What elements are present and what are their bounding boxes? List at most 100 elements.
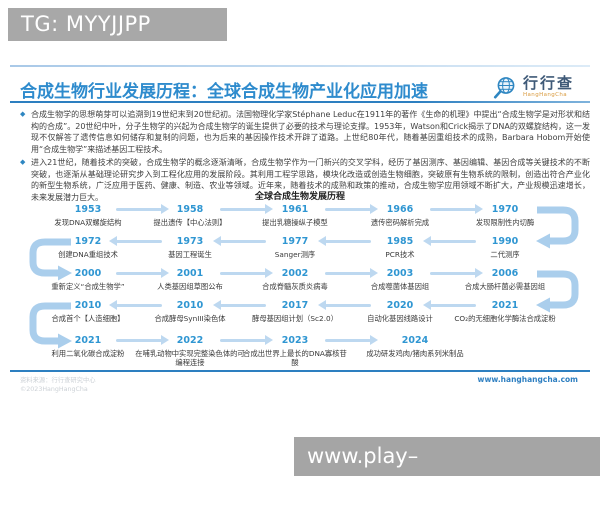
timeline-year: 1961 xyxy=(281,204,309,215)
logo: 行行查 HangHangCha xyxy=(492,74,574,101)
timeline-label: 合成酵母SynIII染色体 xyxy=(154,314,226,323)
timeline-year: 2021 xyxy=(74,335,102,346)
timeline-year: 1972 xyxy=(74,236,102,247)
timeline-label: 酵母基因组计划（Sc2.0） xyxy=(252,314,338,323)
timeline-label: 发现DNA双螺旋结构 xyxy=(54,218,122,227)
timeline-label: 利用二氧化碳合成淀粉 xyxy=(51,349,125,358)
paragraph-21st-century: ◆ 进入21世纪，随着技术的突破，合成生物学的概念逐渐清晰，合成生物学作为一门新兴… xyxy=(20,157,590,203)
uturn-arrow-icon xyxy=(536,270,579,313)
timeline-label: 重新定义“合成生物学” xyxy=(51,282,125,291)
timeline-item: 2017 酵母基因组计划（Sc2.0） xyxy=(240,300,350,323)
arrow-right-icon xyxy=(220,268,273,278)
timeline-item: 2010 合成首个【人造细胞】 xyxy=(33,300,143,323)
timeline-label: 二代测序 xyxy=(490,250,520,259)
timeline-year: 2020 xyxy=(386,300,414,311)
timeline-label: 发现限制性内切酶 xyxy=(475,218,535,227)
site-watermark: www.play–huohuesports.com xyxy=(294,437,600,507)
arrow-left-icon xyxy=(423,236,476,246)
timeline: 1953 发现DNA双螺旋结构 1958 提出遗传【中心法则】 1961 提出乳… xyxy=(25,204,585,374)
timeline-year: 2017 xyxy=(281,300,309,311)
arrow-left-icon xyxy=(213,300,266,310)
timeline-item: 1953 发现DNA双螺旋结构 xyxy=(33,204,143,227)
telegram-watermark: TG: MYYJJPP xyxy=(8,8,227,41)
source-note: 资料来源：行行查研究中心 ©2023HangHangCha xyxy=(20,376,96,394)
timeline-year: 1958 xyxy=(176,204,204,215)
timeline-year: 2010 xyxy=(74,300,102,311)
timeline-year: 2023 xyxy=(281,335,309,346)
timeline-year: 1953 xyxy=(74,204,102,215)
magnifier-globe-icon xyxy=(493,77,515,99)
timeline-item: 1958 提出遗传【中心法则】 xyxy=(135,204,245,227)
source-line: 资料来源：行行查研究中心 xyxy=(20,377,96,384)
timeline-year: 1966 xyxy=(386,204,414,215)
timeline-year: 2003 xyxy=(386,268,414,279)
timeline-item: 2000 重新定义“合成生物学” xyxy=(33,268,143,291)
title-underline xyxy=(10,101,590,103)
timeline-item: 2021 利用二氧化碳合成淀粉 xyxy=(33,335,143,358)
timeline-row: 2021 利用二氧化碳合成淀粉 2022 在哺乳动物中实现完整染色体的可编程连接… xyxy=(25,335,585,367)
timeline-label: 合成噬菌体基因组 xyxy=(370,282,430,291)
timeline-item: 1990 二代测序 xyxy=(450,236,560,259)
timeline-label: 人类基因组草图公布 xyxy=(157,282,223,291)
uturn-arrow-icon xyxy=(536,206,579,249)
timeline-year: 2021 xyxy=(491,300,519,311)
arrow-right-icon xyxy=(430,204,483,214)
timeline-item: 2024 成功研发鸡肉/猪肉系列米制品 xyxy=(345,335,485,358)
timeline-title: 全球合成生物发展历程 xyxy=(254,192,345,202)
logo-text: 行行查 xyxy=(523,74,575,93)
uturn-arrow-icon xyxy=(29,238,72,281)
arrow-left-icon xyxy=(109,300,162,310)
arrow-right-icon xyxy=(325,204,378,214)
timeline-item: 1972 创建DNA重组技术 xyxy=(33,236,143,259)
timeline-row: 1953 发现DNA双螺旋结构 1958 提出遗传【中心法则】 1961 提出乳… xyxy=(25,204,585,236)
timeline-item: 2022 在哺乳动物中实现完整染色体的可编程连接 xyxy=(135,335,245,367)
timeline-row: 1972 创建DNA重组技术 1973 基因工程诞生 1977 Sanger测序… xyxy=(25,236,585,268)
arrow-left-icon xyxy=(109,236,162,246)
timeline-label: 遗传密码解析完成 xyxy=(370,218,430,227)
timeline-item: 2003 合成噬菌体基因组 xyxy=(345,268,455,291)
page-title: 合成生物行业发展历程：全球合成生物产业化应用加速 xyxy=(20,82,428,102)
timeline-year: 2002 xyxy=(281,268,309,279)
timeline-label: Sanger测序 xyxy=(274,250,316,259)
uturn-arrow-icon xyxy=(29,302,72,349)
timeline-item: 1985 PCR技术 xyxy=(345,236,455,259)
timeline-year: 2010 xyxy=(176,300,204,311)
timeline-label: 合成大肠杆菌必需基因组 xyxy=(464,282,546,291)
arrow-right-icon xyxy=(116,268,169,278)
timeline-label: 基因工程诞生 xyxy=(168,250,212,259)
timeline-item: 1966 遗传密码解析完成 xyxy=(345,204,455,227)
paragraph-text: 进入21世纪，随着技术的突破，合成生物学的概念逐渐清晰，合成生物学作为一门新兴的… xyxy=(31,158,590,202)
timeline-label: 合成出世界上最长的DNA寡核苷酸 xyxy=(243,349,347,367)
timeline-row: 2010 合成首个【人造细胞】 2010 合成酵母SynIII染色体 2017 … xyxy=(25,300,585,332)
arrow-right-icon xyxy=(220,204,273,214)
timeline-label: 合成首个【人造细胞】 xyxy=(51,314,125,323)
timeline-item: 2002 合成脊髓灰质炎病毒 xyxy=(240,268,350,291)
timeline-year: 2006 xyxy=(491,268,519,279)
paragraph-history: ◆ 合成生物学的思想萌芽可以追溯到19世纪末到20世纪初。法国物理化学家Stéph… xyxy=(20,109,590,155)
timeline-item: 1973 基因工程诞生 xyxy=(135,236,245,259)
arrow-right-icon xyxy=(325,335,378,345)
arrow-left-icon xyxy=(213,236,266,246)
arrow-left-icon xyxy=(318,236,371,246)
timeline-year: 2022 xyxy=(176,335,204,346)
timeline-year: 2001 xyxy=(176,268,204,279)
timeline-item: 2021 CO₂的无细胞化学酶法合成淀粉 xyxy=(450,300,560,323)
timeline-label: 在哺乳动物中实现完整染色体的可编程连接 xyxy=(135,349,245,367)
timeline-label: 成功研发鸡肉/猪肉系列米制品 xyxy=(366,349,464,358)
arrow-right-icon xyxy=(116,204,169,214)
website-link[interactable]: www.hanghangcha.com xyxy=(477,375,578,384)
timeline-item: 1961 提出乳糖操纵子模型 xyxy=(240,204,350,227)
timeline-label: 自动化基因线路设计 xyxy=(367,314,433,323)
timeline-label: PCR技术 xyxy=(385,250,415,259)
timeline-year: 1973 xyxy=(176,236,204,247)
timeline-item: 2020 自动化基因线路设计 xyxy=(345,300,455,323)
paragraph-text: 合成生物学的思想萌芽可以追溯到19世纪末到20世纪初。法国物理化学家Stépha… xyxy=(31,110,590,154)
timeline-year: 1977 xyxy=(281,236,309,247)
timeline-label: CO₂的无细胞化学酶法合成淀粉 xyxy=(454,314,556,323)
timeline-label: 提出遗传【中心法则】 xyxy=(153,218,227,227)
timeline-item: 2010 合成酵母SynIII染色体 xyxy=(135,300,245,323)
bullet-icon: ◆ xyxy=(20,110,26,118)
timeline-year: 1985 xyxy=(386,236,414,247)
timeline-item: 1977 Sanger测序 xyxy=(240,236,350,259)
bullet-icon: ◆ xyxy=(20,158,26,166)
